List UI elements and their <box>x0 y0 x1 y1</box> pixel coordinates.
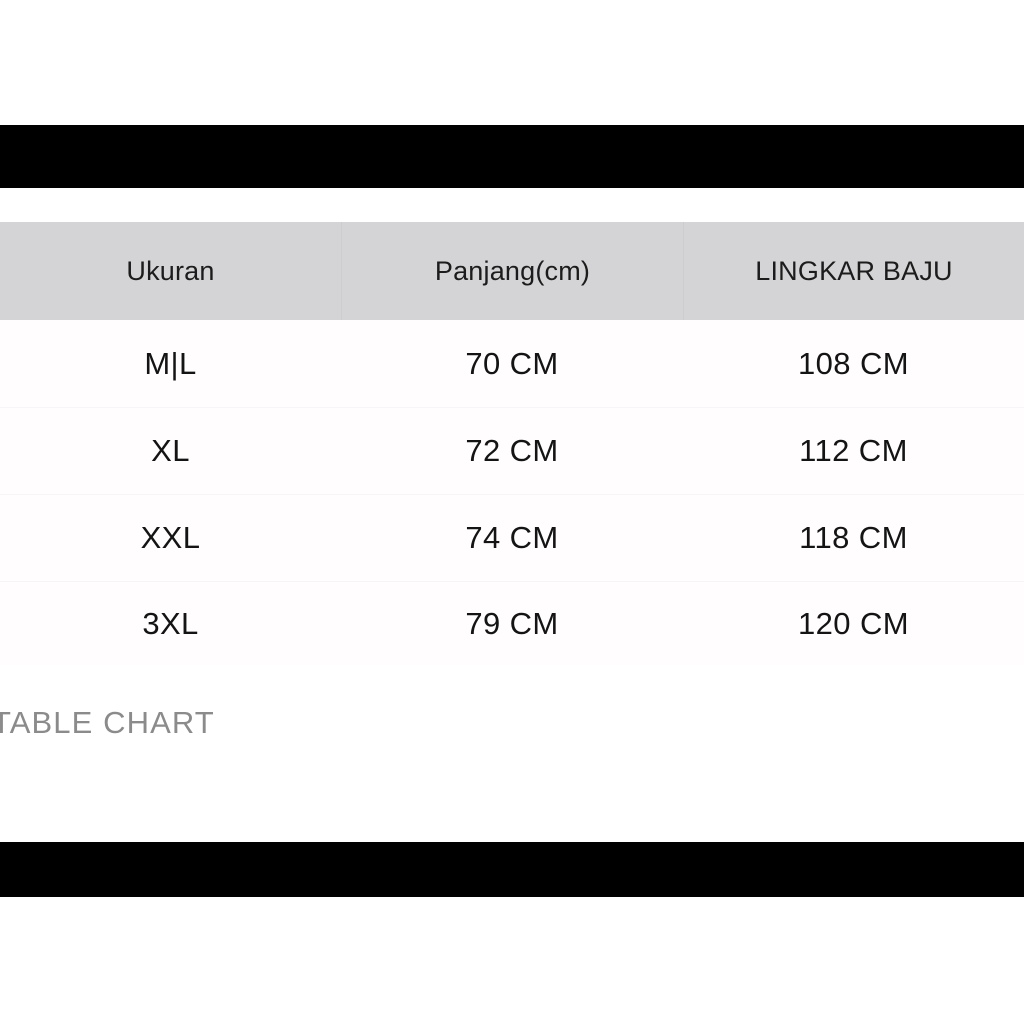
cell-lingkar-baju: 118 CM <box>799 520 908 555</box>
cell-panjang: 70 CM <box>465 345 559 381</box>
cell-size: XXL <box>140 520 201 555</box>
table-row: M|L 70 CM 108 CM <box>0 320 1024 407</box>
cell-panjang: 72 CM <box>465 433 559 468</box>
table-caption-label: TABLE CHART <box>0 705 215 740</box>
table-row: XL 72 CM 112 CM <box>0 407 1024 494</box>
size-chart-table: Ukuran Panjang(cm) LINGKAR BAJU M|L 70 C… <box>0 222 1024 665</box>
cell-size: 3XL <box>142 605 199 641</box>
column-header-panjang: Panjang(cm) <box>341 222 683 320</box>
column-header-lingkar-baju: LINGKAR BAJU <box>683 222 1024 320</box>
cell-panjang: 74 CM <box>465 520 559 555</box>
cell-size: XL <box>151 433 190 468</box>
column-header-ukuran: Ukuran <box>126 255 215 286</box>
letterbox-bar-bottom <box>0 842 1024 897</box>
cell-lingkar-baju: 120 CM <box>798 605 909 641</box>
table-row: 3XL 79 CM 120 CM <box>0 581 1024 665</box>
table-row: XXL 74 CM 118 CM <box>0 494 1024 581</box>
cell-lingkar-baju: 112 CM <box>799 433 908 468</box>
letterbox-bar-top <box>0 125 1024 188</box>
table-header-row: Ukuran Panjang(cm) LINGKAR BAJU <box>0 222 1024 320</box>
cell-lingkar-baju: 108 CM <box>798 345 909 381</box>
cell-size: M|L <box>144 345 197 381</box>
cell-panjang: 79 CM <box>465 605 559 641</box>
